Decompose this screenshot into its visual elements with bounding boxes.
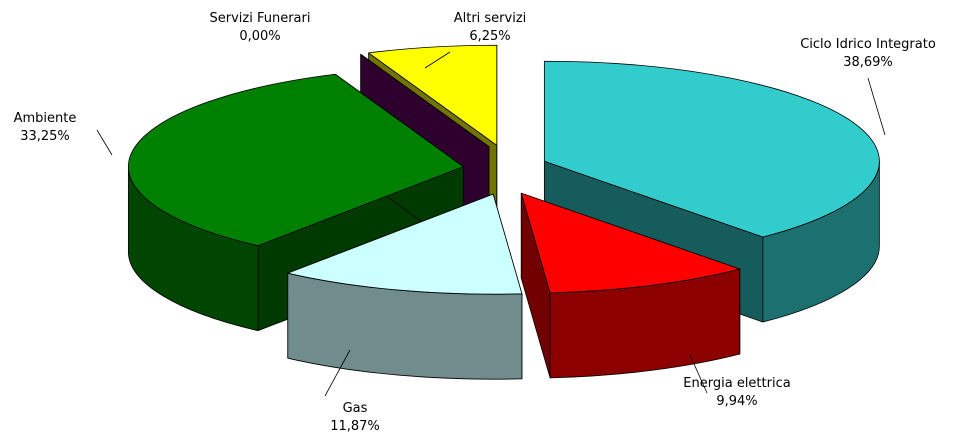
leader-line	[324, 349, 351, 397]
slice-top	[543, 60, 880, 238]
leader-line	[96, 129, 113, 156]
category-label: Servizi Funerari	[210, 11, 311, 26]
value-label: 0,00%	[239, 29, 280, 44]
slice-top	[287, 193, 523, 295]
category-label: Ciclo Idrico Integrato	[800, 37, 936, 52]
leader-line	[867, 77, 886, 136]
category-label: Energia elettrica	[683, 376, 790, 391]
category-label: Altri servizi	[454, 11, 527, 26]
category-label: Gas	[343, 401, 368, 416]
slice-top	[127, 73, 464, 247]
category-label: Ambiente	[14, 111, 77, 126]
slice-top	[360, 53, 490, 148]
slice-top	[368, 44, 498, 146]
leader-line	[689, 354, 708, 394]
leader-line	[424, 51, 451, 69]
value-label: 38,69%	[843, 55, 893, 70]
value-label: 6,25%	[469, 29, 510, 44]
value-label: 9,94%	[716, 394, 757, 409]
slice-top	[520, 192, 741, 294]
value-label: 33,25%	[20, 129, 70, 144]
value-label: 11,87%	[330, 419, 380, 434]
